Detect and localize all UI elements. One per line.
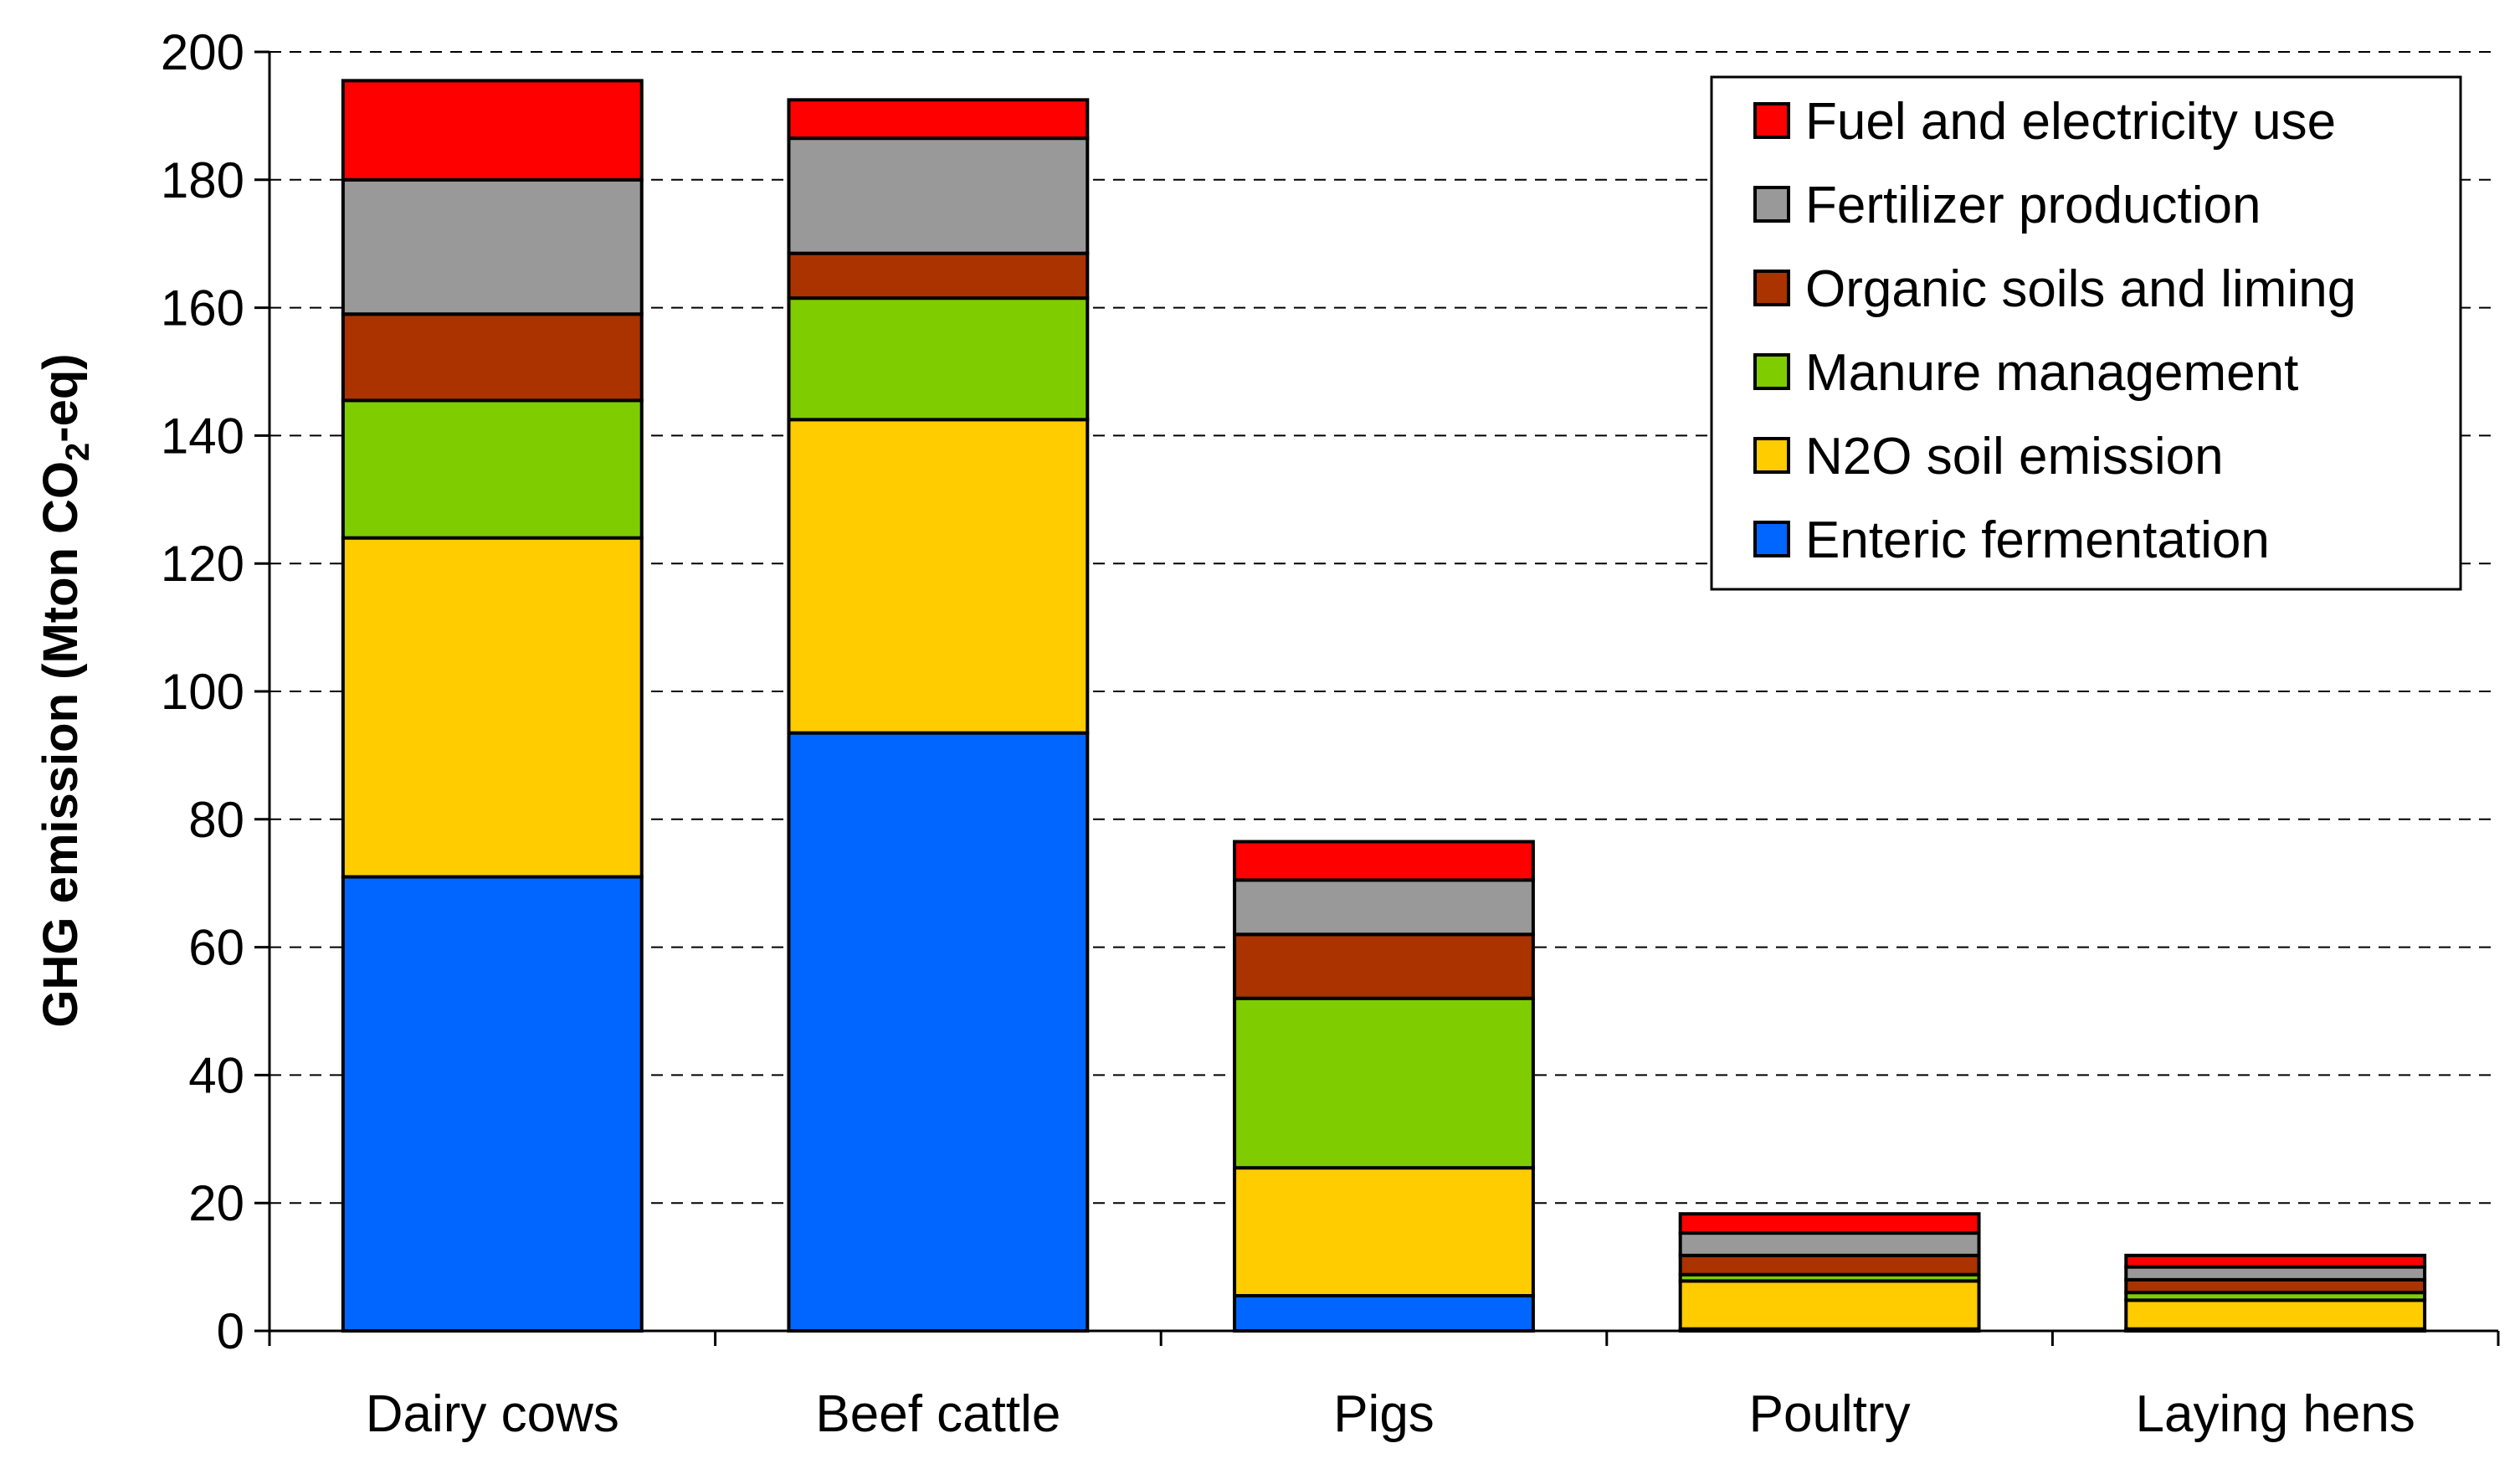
bar-segment [787, 251, 1090, 300]
legend-swatch [1753, 102, 1790, 139]
x-tick-label: Dairy cows [366, 1385, 619, 1443]
x-tick-label: Laying hens [2136, 1385, 2415, 1443]
bar-segment [787, 731, 1090, 1333]
bar-segment [341, 312, 644, 403]
legend-swatch [1753, 353, 1790, 390]
bar-segment [341, 398, 644, 540]
y-axis-label-prefix: GHG emission (Mton CO [33, 461, 88, 1028]
bar-segment [1678, 1253, 1981, 1276]
y-axis-label-subscript: 2 [59, 443, 96, 461]
bar-segment [2124, 1298, 2427, 1331]
bar-segment [341, 875, 644, 1333]
bar-segment [2124, 1253, 2427, 1269]
bar-segment [1233, 996, 1535, 1170]
bar-segment [787, 296, 1090, 422]
bar-segment [1678, 1231, 1981, 1257]
legend-swatch [1753, 186, 1790, 223]
bar-segment [1678, 1279, 1981, 1331]
y-tick-label: 20 [188, 1175, 244, 1231]
legend-label: N2O soil emission [1805, 428, 2224, 485]
bar-segment [1678, 1212, 1981, 1235]
bar-segment [787, 418, 1090, 735]
bar-segment [341, 79, 644, 182]
y-tick-label: 120 [161, 536, 244, 592]
bar-segment [1233, 1166, 1535, 1297]
bar-segment [1233, 878, 1535, 937]
y-tick-label: 100 [161, 664, 244, 720]
bar-segment [1233, 840, 1535, 882]
y-tick-label: 0 [217, 1303, 244, 1359]
axes: 0 20 40 60 80 100 120 140 160 180 200 Dairy cows Bee… [161, 24, 2500, 1443]
y-tick-label: 160 [161, 280, 244, 336]
bar-segment [341, 177, 644, 316]
legend-label: Enteric fermentation [1805, 511, 2270, 569]
bars [341, 79, 2427, 1333]
legend-label: Fertilizer production [1805, 177, 2261, 234]
y-tick-label: 180 [161, 152, 244, 208]
legend: Fuel and electricity use Fertilizer produ… [1710, 75, 2462, 591]
bar-segment [787, 98, 1090, 141]
y-axis-label-suffix: -eq) [33, 353, 88, 442]
legend-swatch [1753, 437, 1790, 474]
legend-label: Manure management [1805, 344, 2298, 402]
y-tick-label: 40 [188, 1047, 244, 1103]
y-tick-label: 140 [161, 408, 244, 464]
bar-segment [341, 536, 644, 879]
legend-label: Fuel and electricity use [1805, 93, 2336, 151]
bar-segment [787, 136, 1090, 255]
x-tick-label: Pigs [1333, 1385, 1435, 1443]
legend-box [1710, 75, 2462, 591]
legend-swatch [1753, 521, 1790, 557]
x-tick-label: Beef cattle [815, 1385, 1060, 1443]
x-tick-label: Poultry [1749, 1385, 1911, 1443]
bar-segment [2124, 1277, 2427, 1295]
bar-segment [1233, 932, 1535, 1000]
bar-segment [1233, 1293, 1535, 1333]
bar-segment [2124, 1265, 2427, 1282]
legend-label: Organic soils and liming [1805, 260, 2356, 318]
y-tick-label: 60 [188, 920, 244, 976]
legend-swatch [1753, 270, 1790, 306]
y-tick-label: 200 [161, 24, 244, 80]
y-axis-label: GHG emission (Mton CO2-eq) [33, 353, 96, 1027]
y-tick-label: 80 [188, 792, 244, 848]
